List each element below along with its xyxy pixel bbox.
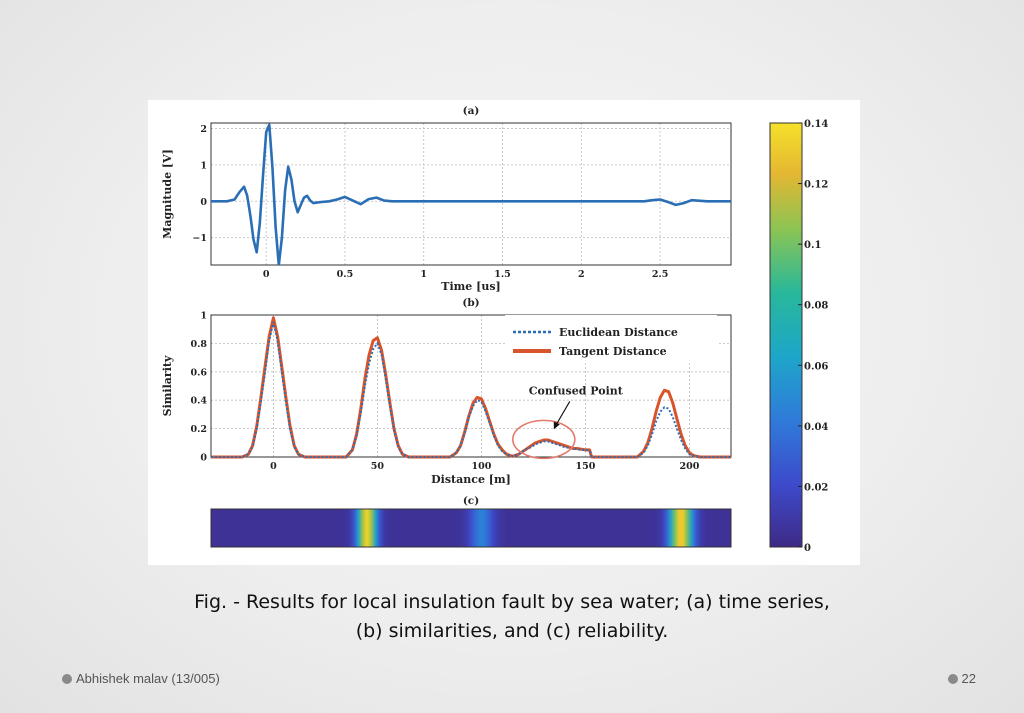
panel-b-y-tick-label: 0.4: [190, 396, 207, 407]
figure-svg: 0 0.5 1 1.5 2 2.5 −1 0 1 2 (a) Time [us] Magnitude […: [161, 105, 828, 554]
panel-b-y-tick-label: 0.6: [190, 367, 207, 378]
tangent-distance-line: [211, 316, 731, 459]
panel-b-y-tick-label: 0.8: [190, 339, 207, 350]
panel-b-y-tick-label: 0: [200, 453, 207, 464]
figure-caption: Fig. - Results for local insulation faul…: [150, 588, 874, 646]
panel-a-title: (a): [463, 105, 480, 117]
annotation-confused-point-label: Confused Point: [529, 384, 624, 397]
panel-b-x-tick-label: 150: [575, 461, 595, 472]
colorbar-tick-label: 0.06: [804, 361, 828, 372]
colorbar: [769, 122, 803, 548]
panel-a-y-tick-label: −1: [192, 233, 207, 244]
panel-b-x-tick-label: 100: [471, 461, 491, 472]
caption-line-2: (b) similarities, and (c) reliability.: [355, 620, 669, 642]
annotation-circle: [511, 419, 576, 460]
panel-c-title: (c): [463, 495, 479, 507]
colorbar-tick-label: 0.12: [804, 180, 828, 191]
panel-a-x-tick-label: 0.5: [337, 269, 354, 280]
panel-b-x-tick-label: 0: [270, 461, 277, 472]
colorbar-tick-label: 0.04: [804, 422, 828, 433]
panel-b-title: (b): [462, 297, 479, 309]
panel-b-x-tick-label: 50: [371, 461, 385, 472]
panel-a-y-label: Magnitude [V]: [161, 149, 174, 239]
colorbar-tick-label: 0.14: [804, 119, 828, 130]
colorbar-tick-label: 0: [804, 543, 811, 554]
panel-b-x-tick-label: 200: [679, 461, 699, 472]
bullet-dot-icon: [947, 673, 958, 684]
colorbar-tick-label: 0.1: [804, 240, 821, 251]
page-number: 22: [961, 671, 976, 686]
panel-a-x-tick-label: 1.5: [494, 269, 511, 280]
panel-a-x-label: Time [us]: [441, 280, 500, 293]
caption-line-1: Fig. - Results for local insulation faul…: [194, 591, 830, 613]
panel-b-y-tick-label: 1: [200, 311, 207, 322]
panel-b-y-label: Similarity: [161, 355, 174, 416]
figure: 0 0.5 1 1.5 2 2.5 −1 0 1 2 (a) Time [us] Magnitude […: [148, 100, 860, 565]
panel-a-axes-frame: [210, 122, 732, 266]
footer-author: Abhishek malav (13/005): [62, 671, 220, 686]
panel-a-series-line: [211, 123, 731, 265]
panel-a-y-tick-label: 0: [200, 197, 207, 208]
colorbar-tick-label: 0.02: [804, 482, 828, 493]
panel-c-heatmap-strip: [210, 508, 732, 548]
panel-a-y-tick-label: 1: [200, 160, 207, 171]
colorbar-tick-label: 0.08: [804, 301, 828, 312]
panel-a-x-tick-label: 1: [420, 269, 427, 280]
footer-page-number: 22: [947, 671, 976, 686]
panel-a-x-tick-label: 2.5: [652, 269, 669, 280]
panel-b-x-label: Distance [m]: [431, 473, 511, 486]
panel-a-x-tick-label: 0: [263, 269, 270, 280]
euclidean-distance-line: [211, 321, 731, 458]
panel-a-y-tick-label: 2: [200, 124, 207, 135]
panel-b-axes-frame: [210, 314, 732, 458]
panel-a-x-tick-label: 2: [578, 269, 585, 280]
annotation-arrow-head: [553, 421, 560, 430]
legend-euclidean-label: Euclidean Distance: [559, 326, 678, 339]
annotation-arrow-shaft: [555, 401, 571, 426]
author-label: Abhishek malav (13/005): [76, 671, 220, 686]
bullet-dot-icon: [62, 673, 72, 684]
panel-b-y-tick-label: 0.2: [190, 424, 207, 435]
legend-tangent-label: Tangent Distance: [559, 345, 667, 358]
legend-box: [505, 315, 717, 361]
